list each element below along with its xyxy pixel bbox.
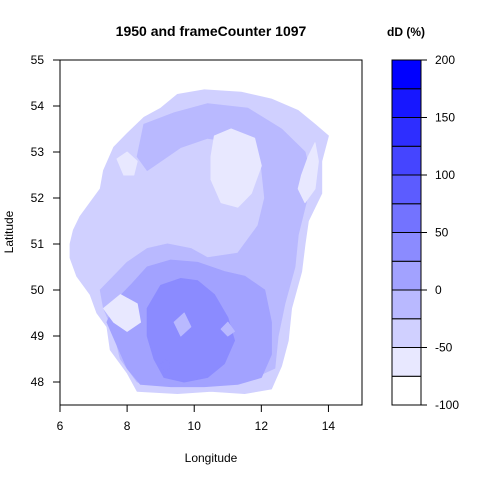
colorbar-tick-label: 150 bbox=[435, 111, 455, 125]
contour-region-light-spot-center bbox=[220, 321, 235, 337]
y-axis-label: Latitude bbox=[2, 210, 16, 253]
colorbar-swatch bbox=[391, 375, 422, 406]
contour-regions bbox=[69, 89, 329, 394]
colorbar-tick-label: -50 bbox=[435, 341, 453, 355]
y-axis: 48 49 50 51 52 53 54 55 bbox=[31, 53, 61, 389]
y-tick-label: 49 bbox=[31, 329, 45, 343]
colorbar-tick-label: 200 bbox=[435, 53, 455, 67]
contour-region-light-northwest bbox=[116, 151, 138, 176]
colorbar-swatch bbox=[391, 145, 422, 176]
colorbar-tick-label: 50 bbox=[435, 226, 449, 240]
x-tick-label: 10 bbox=[188, 419, 202, 433]
colorbar-axis: 200 150 100 50 0 -50 -100 bbox=[420, 53, 459, 412]
x-tick-label: 12 bbox=[255, 419, 269, 433]
chart-title: 1950 and frameCounter 1097 bbox=[116, 23, 307, 39]
contour-region-light-spot-mid bbox=[173, 312, 192, 337]
contour-region-core bbox=[146, 278, 235, 383]
colorbar-swatch bbox=[391, 88, 422, 118]
y-tick-label: 54 bbox=[31, 99, 45, 113]
colorbar-tick-label: -100 bbox=[435, 398, 459, 412]
y-tick-label: 50 bbox=[31, 283, 45, 297]
x-tick-label: 8 bbox=[124, 419, 131, 433]
x-axis: 6 8 10 12 14 bbox=[57, 404, 336, 433]
colorbar-swatch bbox=[391, 232, 422, 262]
colorbar-tick-label: 100 bbox=[435, 168, 455, 182]
y-tick-label: 55 bbox=[31, 53, 45, 67]
contour-region-light-northeast bbox=[210, 128, 262, 208]
legend-title: dD (%) bbox=[387, 25, 425, 39]
colorbar-swatch bbox=[391, 318, 422, 348]
colorbar bbox=[391, 59, 422, 406]
x-tick-label: 6 bbox=[57, 419, 64, 433]
contour-region-dark-spot-1 bbox=[160, 358, 172, 374]
y-tick-label: 52 bbox=[31, 191, 45, 205]
colorbar-swatch bbox=[391, 289, 422, 320]
colorbar-swatch bbox=[391, 347, 422, 377]
colorbar-tick-label: 0 bbox=[435, 283, 442, 297]
x-axis-label: Longitude bbox=[185, 451, 238, 465]
x-tick-label: 14 bbox=[322, 419, 336, 433]
y-tick-label: 48 bbox=[31, 375, 45, 389]
y-tick-label: 51 bbox=[31, 237, 45, 251]
contour-region-light-west bbox=[103, 294, 141, 332]
colorbar-swatch bbox=[391, 59, 422, 90]
colorbar-swatch bbox=[391, 260, 422, 291]
colorbar-swatch bbox=[391, 117, 422, 147]
y-tick-label: 53 bbox=[31, 145, 45, 159]
colorbar-swatch bbox=[391, 203, 422, 233]
contour-region-light-east bbox=[297, 142, 319, 204]
colorbar-swatch bbox=[391, 174, 422, 205]
